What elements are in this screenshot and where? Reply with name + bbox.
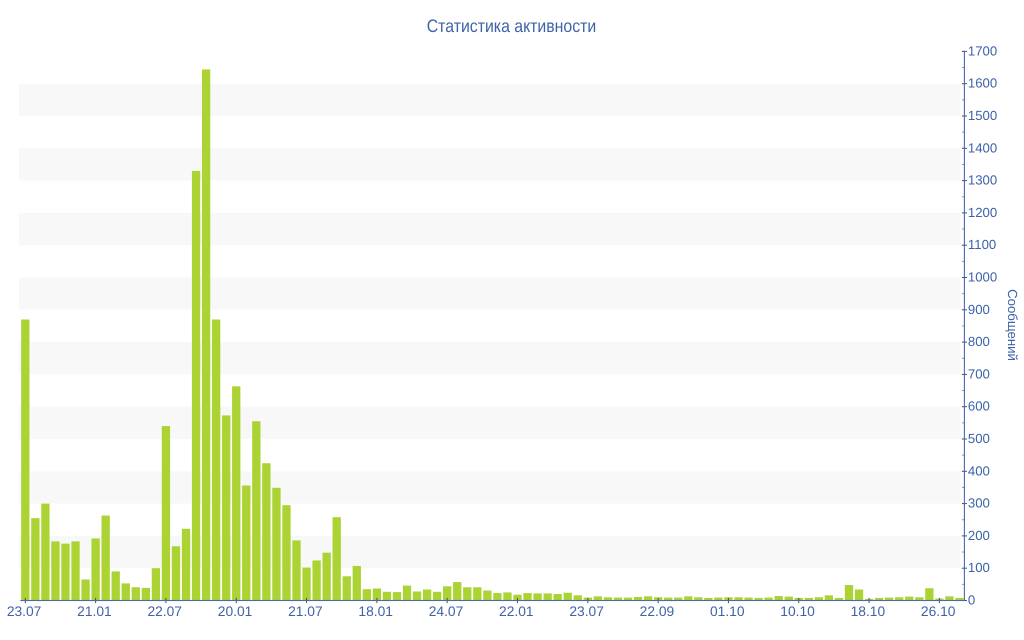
svg-text:22.09: 22.09 <box>640 604 675 619</box>
svg-text:1600: 1600 <box>968 76 997 91</box>
svg-text:400: 400 <box>968 463 990 478</box>
svg-text:600: 600 <box>968 399 990 414</box>
svg-text:800: 800 <box>968 334 990 349</box>
svg-text:18.10: 18.10 <box>851 604 886 619</box>
svg-text:22.07: 22.07 <box>147 604 182 619</box>
svg-text:18.01: 18.01 <box>358 604 393 619</box>
svg-text:10.10: 10.10 <box>780 604 815 619</box>
svg-text:1100: 1100 <box>968 237 996 252</box>
svg-text:700: 700 <box>968 366 990 381</box>
svg-text:20.01: 20.01 <box>218 604 253 619</box>
svg-text:500: 500 <box>968 431 990 446</box>
svg-text:900: 900 <box>968 302 990 317</box>
svg-text:23.07: 23.07 <box>569 604 604 619</box>
svg-text:100: 100 <box>968 560 990 575</box>
svg-text:1000: 1000 <box>968 270 997 285</box>
svg-text:1500: 1500 <box>968 108 997 123</box>
svg-text:24.07: 24.07 <box>429 604 464 619</box>
svg-text:1300: 1300 <box>968 173 997 188</box>
svg-text:1400: 1400 <box>968 140 997 155</box>
svg-text:21.01: 21.01 <box>77 604 112 619</box>
svg-text:23.07: 23.07 <box>7 604 42 619</box>
svg-text:1700: 1700 <box>968 43 997 58</box>
svg-text:Сообщений: Сообщений <box>1005 289 1020 361</box>
svg-text:0: 0 <box>968 593 975 608</box>
svg-text:1200: 1200 <box>968 205 997 220</box>
svg-text:26.10: 26.10 <box>921 604 956 619</box>
svg-text:200: 200 <box>968 528 990 543</box>
svg-text:300: 300 <box>968 496 990 511</box>
svg-text:01.10: 01.10 <box>710 604 745 619</box>
svg-text:Статистика активности: Статистика активности <box>427 16 597 36</box>
svg-text:21.07: 21.07 <box>288 604 323 619</box>
svg-text:22.01: 22.01 <box>499 604 534 619</box>
